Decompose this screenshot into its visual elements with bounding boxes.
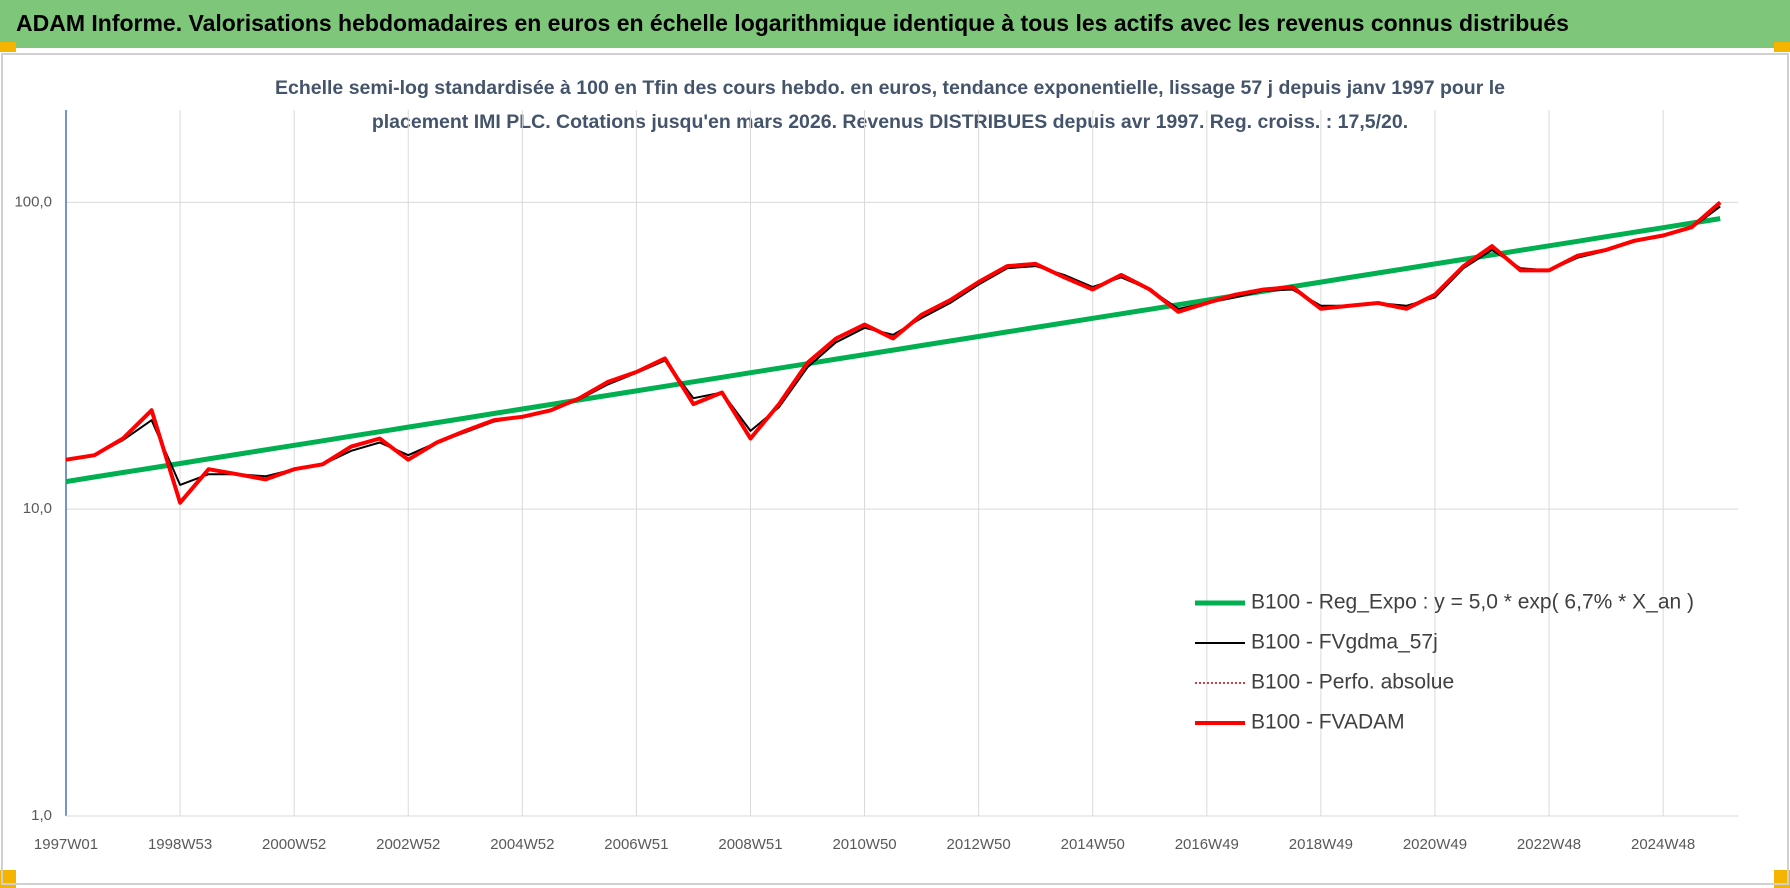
- x-tick-label: 2024W48: [1631, 836, 1695, 853]
- x-tick-label: 2010W50: [832, 836, 896, 853]
- x-tick-label: 2018W49: [1289, 836, 1353, 853]
- legend-label: B100 - FVADAM: [1251, 711, 1405, 734]
- x-tick-label: 2020W49: [1403, 836, 1467, 853]
- x-tick-label: 1997W01: [34, 836, 98, 853]
- legend-label: B100 - Perfo. absolue: [1251, 671, 1454, 694]
- legend-label: B100 - FVgdma_57j: [1251, 631, 1438, 654]
- x-tick-label: 2022W48: [1517, 836, 1581, 853]
- chart-subtitle: Echelle semi-log standardisée à 100 en T…: [275, 77, 1505, 99]
- x-tick-label: 2008W51: [718, 836, 782, 853]
- x-tick-label: 2006W51: [604, 836, 668, 853]
- series-line: [65, 200, 1722, 505]
- x-tick-label: 2012W50: [947, 836, 1011, 853]
- x-tick-label: 2016W49: [1175, 836, 1239, 853]
- corner: [0, 42, 16, 52]
- x-tick-label: 2000W52: [262, 836, 326, 853]
- y-tick-label: 10,0: [23, 500, 52, 517]
- legend-label: B100 - Reg_Expo : y = 5,0 * exp( 6,7% * …: [1251, 591, 1694, 614]
- y-tick-label: 1,0: [31, 807, 52, 824]
- x-tick-label: 2002W52: [376, 836, 440, 853]
- series-line: [65, 216, 1721, 485]
- x-tick-label: 2014W50: [1061, 836, 1125, 853]
- header-bar: [0, 0, 1790, 48]
- x-tick-label: 1998W53: [148, 836, 212, 853]
- page-title: ADAM Informe. Valorisations hebdomadaire…: [16, 10, 1569, 36]
- x-tick-label: 2004W52: [490, 836, 554, 853]
- corner: [1774, 42, 1790, 52]
- frame: [1, 53, 1789, 885]
- chart-subtitle: placement IMI PLC. Cotations jusqu'en ma…: [372, 111, 1408, 133]
- y-tick-label: 100,0: [14, 193, 52, 210]
